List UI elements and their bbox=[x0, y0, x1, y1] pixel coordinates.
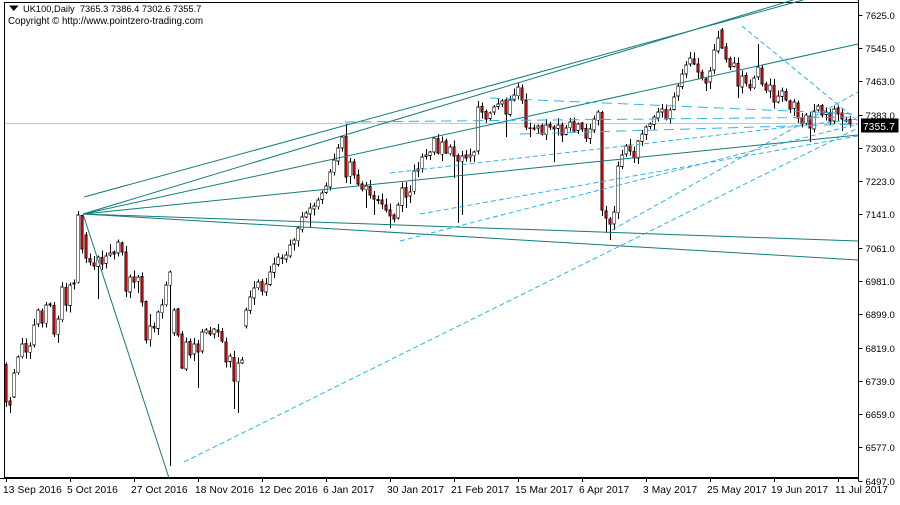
svg-text:6981.0: 6981.0 bbox=[866, 277, 895, 288]
svg-text:7383.0: 7383.0 bbox=[866, 111, 895, 122]
svg-text:7223.0: 7223.0 bbox=[866, 177, 895, 188]
svg-text:7545.0: 7545.0 bbox=[866, 44, 895, 55]
svg-text:Copyright © http://www.pointze: Copyright © http://www.pointzero-trading… bbox=[8, 16, 203, 27]
svg-text:7625.0: 7625.0 bbox=[866, 11, 895, 22]
svg-text:25 May 2017: 25 May 2017 bbox=[707, 485, 767, 496]
svg-text:6497.0: 6497.0 bbox=[866, 477, 895, 488]
svg-text:6 Jan 2017: 6 Jan 2017 bbox=[323, 485, 375, 496]
svg-text:21 Feb 2017: 21 Feb 2017 bbox=[451, 485, 510, 496]
svg-text:7141.0: 7141.0 bbox=[866, 210, 895, 221]
svg-text:15 Mar 2017: 15 Mar 2017 bbox=[515, 485, 574, 496]
svg-text:7303.0: 7303.0 bbox=[866, 144, 895, 155]
svg-text:6739.0: 6739.0 bbox=[866, 377, 895, 388]
svg-text:3 May 2017: 3 May 2017 bbox=[643, 485, 697, 496]
svg-text:18 Nov 2016: 18 Nov 2016 bbox=[195, 485, 254, 496]
svg-text:30 Jan 2017: 30 Jan 2017 bbox=[387, 485, 444, 496]
svg-text:27 Oct 2016: 27 Oct 2016 bbox=[131, 485, 188, 496]
svg-text:7355.7: 7355.7 bbox=[863, 122, 895, 133]
svg-text:6819.0: 6819.0 bbox=[866, 344, 895, 355]
svg-text:5 Oct 2016: 5 Oct 2016 bbox=[67, 485, 118, 496]
svg-text:12 Dec 2016: 12 Dec 2016 bbox=[259, 485, 318, 496]
svg-text:11 Jul 2017: 11 Jul 2017 bbox=[835, 485, 888, 496]
svg-text:6 Apr 2017: 6 Apr 2017 bbox=[579, 485, 630, 496]
svg-text:UK100,Daily 7365.3 7386.4 730: UK100,Daily 7365.3 7386.4 7302.6 7355.7 bbox=[23, 4, 201, 14]
svg-text:6659.0: 6659.0 bbox=[866, 410, 895, 421]
svg-text:6899.0: 6899.0 bbox=[866, 310, 895, 321]
svg-text:13 Sep 2016: 13 Sep 2016 bbox=[3, 485, 62, 496]
svg-text:6577.0: 6577.0 bbox=[866, 443, 895, 454]
svg-text:7061.0: 7061.0 bbox=[866, 244, 895, 255]
svg-text:7463.0: 7463.0 bbox=[866, 77, 895, 88]
svg-text:19 Jun 2017: 19 Jun 2017 bbox=[771, 485, 828, 496]
